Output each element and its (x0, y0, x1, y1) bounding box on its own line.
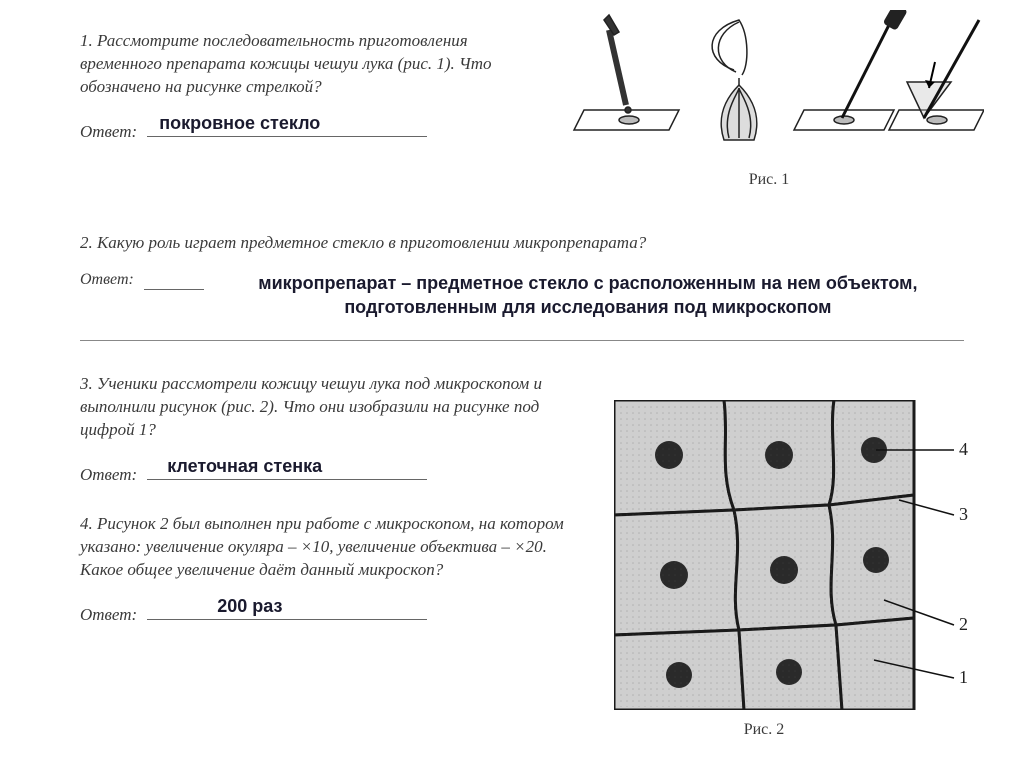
question-4-text: 4. Рисунок 2 был выполнен при работе с м… (80, 513, 590, 582)
q1-number: 1. (80, 31, 93, 50)
fig2-label-3: 3 (959, 504, 968, 524)
figure-2-svg: 4 3 2 1 (614, 400, 974, 710)
answer-label: Ответ: (80, 122, 137, 142)
figure-2-caption: Рис. 2 (614, 721, 914, 739)
q3-number: 3. (80, 374, 93, 393)
question-1-text: 1. Рассмотрите последовательность пригот… (80, 30, 520, 99)
q4-number: 4. (80, 514, 93, 533)
worksheet-page: 1. Рассмотрите последовательность пригот… (0, 0, 1024, 665)
question-2: 2. Какую роль играет предметное стекло в… (80, 232, 964, 320)
answer-4-line: Ответ: 200 раз (80, 600, 590, 625)
answer-2-value: микропрепарат – предметное стекло с расп… (212, 271, 964, 320)
answer-label: Ответ: (80, 271, 134, 289)
answer-3-line: Ответ: клеточная стенка (80, 460, 590, 485)
answer-3-value: клеточная стенка (167, 456, 322, 477)
figure-1-caption: Рис. 1 (554, 171, 984, 189)
question-2-text: 2. Какую роль играет предметное стекло в… (80, 232, 964, 255)
question-4: 4. Рисунок 2 был выполнен при работе с м… (80, 513, 590, 625)
answer-underline (144, 271, 204, 290)
figure-2: 4 3 2 1 Рис. 2 (614, 400, 974, 750)
fig2-label-1: 1 (959, 667, 968, 687)
figure-1: Рис. 1 (554, 10, 984, 185)
q4-body: Рисунок 2 был выполнен при работе с микр… (80, 514, 564, 579)
q2-number: 2. (80, 233, 93, 252)
question-3-text: 3. Ученики рассмотрели кожицу чешуи лука… (80, 373, 590, 442)
fig2-label-4: 4 (959, 439, 968, 459)
q3-body: Ученики рассмотрели кожицу чешуи лука по… (80, 374, 542, 439)
section-divider (80, 340, 964, 341)
answer-label: Ответ: (80, 465, 137, 485)
figure-1-svg (554, 10, 984, 160)
answer-1-value: покровное стекло (159, 113, 320, 134)
question-3: 3. Ученики рассмотрели кожицу чешуи лука… (80, 373, 590, 485)
fig2-label-2: 2 (959, 614, 968, 634)
q2-body: Какую роль играет предметное стекло в пр… (97, 233, 646, 252)
answer-label: Ответ: (80, 605, 137, 625)
q1-body: Рассмотрите последовательность приготовл… (80, 31, 492, 96)
answer-underline (147, 600, 427, 620)
answer-4-value: 200 раз (217, 596, 282, 617)
